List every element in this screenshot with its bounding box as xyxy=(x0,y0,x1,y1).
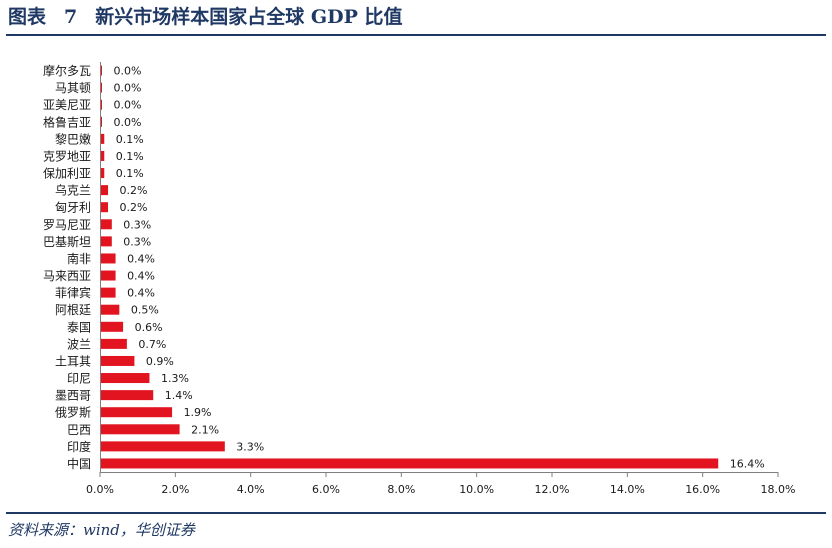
data-label: 0.4% xyxy=(127,270,155,283)
category-label: 黎巴嫩 xyxy=(55,132,91,146)
bar-10 xyxy=(100,219,112,230)
x-tick-label: 14.0% xyxy=(610,483,645,496)
bar-8 xyxy=(100,185,109,196)
category-label: 罗马尼亚 xyxy=(43,218,91,232)
x-tick-label: 4.0% xyxy=(237,483,265,496)
title-rule xyxy=(6,34,826,36)
x-tick-label: 12.0% xyxy=(535,483,570,496)
category-label: 格鲁吉亚 xyxy=(43,114,91,129)
category-label: 土耳其 xyxy=(55,354,91,368)
bar-21 xyxy=(100,407,173,418)
category-label: 波兰 xyxy=(67,337,91,351)
bar-14 xyxy=(100,287,116,298)
category-label: 泰国 xyxy=(67,320,91,334)
category-label: 印度 xyxy=(67,439,91,454)
category-label: 亚美尼亚 xyxy=(43,98,91,112)
bar-13 xyxy=(100,270,116,281)
data-label: 3.3% xyxy=(236,440,264,453)
data-label: 0.3% xyxy=(123,235,151,248)
data-label: 16.4% xyxy=(730,457,765,470)
category-label: 印尼 xyxy=(67,372,91,386)
category-label: 菲律宾 xyxy=(55,285,91,300)
x-tick-label: 6.0% xyxy=(312,483,340,496)
figure-title-text: 新兴市场样本国家占全球 GDP 比值 xyxy=(95,6,403,28)
bar-2 xyxy=(100,82,102,93)
category-label: 匈牙利 xyxy=(55,201,91,215)
data-label: 0.0% xyxy=(114,82,142,95)
figure-title: 图表 7 新兴市场样本国家占全球 GDP 比值 xyxy=(8,4,402,30)
data-label: 0.1% xyxy=(116,150,144,163)
data-label: 0.3% xyxy=(123,218,151,231)
data-label: 0.2% xyxy=(120,184,148,197)
data-label: 0.0% xyxy=(114,65,142,78)
data-label: 0.2% xyxy=(120,201,148,214)
data-label: 0.7% xyxy=(138,338,166,351)
bar-18 xyxy=(100,355,135,366)
data-label: 1.4% xyxy=(165,389,193,402)
bar-12 xyxy=(100,253,116,264)
category-label: 保加利亚 xyxy=(43,167,91,181)
data-label: 0.4% xyxy=(127,252,155,265)
x-tick-label: 8.0% xyxy=(387,483,415,496)
source-note: 资料来源：wind，华创证券 xyxy=(8,521,195,539)
bar-15 xyxy=(100,304,120,315)
data-label: 0.1% xyxy=(116,167,144,180)
bar-3 xyxy=(100,99,102,110)
bar-24 xyxy=(100,458,719,469)
bar-6 xyxy=(100,150,105,161)
category-label: 克罗地亚 xyxy=(43,149,91,163)
bar-5 xyxy=(100,133,105,144)
category-label: 巴基斯坦 xyxy=(43,235,91,249)
category-label: 巴西 xyxy=(67,423,91,437)
data-label: 0.0% xyxy=(114,99,142,112)
bar-9 xyxy=(100,202,109,213)
category-label: 中国 xyxy=(67,456,91,471)
x-tick-label: 18.0% xyxy=(761,483,796,496)
data-label: 0.6% xyxy=(135,321,163,334)
bar-19 xyxy=(100,373,150,384)
x-tick-label: 0.0% xyxy=(86,483,114,496)
data-label: 0.0% xyxy=(114,116,142,129)
data-label: 0.5% xyxy=(131,304,159,317)
bar-16 xyxy=(100,321,124,332)
category-label: 马来西亚 xyxy=(43,269,91,283)
category-label: 乌克兰 xyxy=(55,183,91,198)
category-label: 南非 xyxy=(67,251,91,266)
x-tick-label: 2.0% xyxy=(161,483,189,496)
figure-number: 7 xyxy=(64,6,78,28)
data-label: 0.4% xyxy=(127,287,155,300)
category-label: 俄罗斯 xyxy=(55,406,91,420)
bar-22 xyxy=(100,424,180,435)
bar-20 xyxy=(100,390,154,401)
bar-1 xyxy=(100,65,102,76)
bar-4 xyxy=(100,116,102,127)
bar-17 xyxy=(100,338,127,349)
data-label: 1.9% xyxy=(184,406,212,419)
x-tick-label: 10.0% xyxy=(459,483,494,496)
data-label: 2.1% xyxy=(191,423,219,436)
category-label: 摩尔多瓦 xyxy=(43,63,91,78)
category-label: 墨西哥 xyxy=(55,389,91,403)
category-label: 阿根廷 xyxy=(55,303,91,317)
data-label: 0.9% xyxy=(146,355,174,368)
footer-rule xyxy=(6,512,826,514)
x-tick-label: 16.0% xyxy=(685,483,720,496)
category-label: 马其顿 xyxy=(55,81,91,95)
bar-11 xyxy=(100,236,112,247)
bar-7 xyxy=(100,168,105,179)
data-label: 0.1% xyxy=(116,133,144,146)
figure-label: 图表 xyxy=(8,6,47,28)
bar-23 xyxy=(100,441,225,452)
data-label: 1.3% xyxy=(161,372,189,385)
